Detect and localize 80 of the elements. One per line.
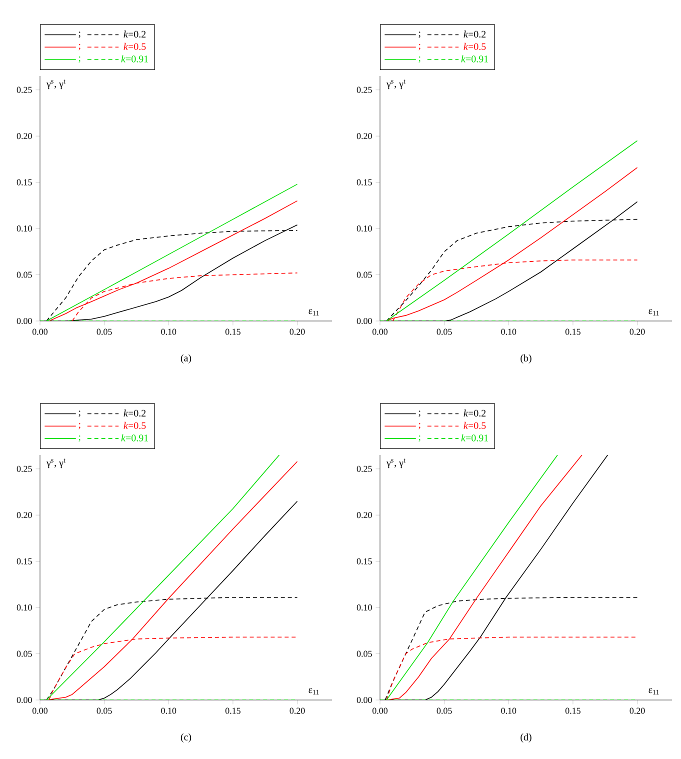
text: (a): [180, 354, 192, 364]
legend-label: k=0.5: [124, 422, 146, 429]
x-tick-label: 0.00: [372, 328, 388, 335]
legend-label: k=0.5: [124, 42, 146, 50]
legend-label: ;: [418, 32, 420, 38]
text: (d): [520, 733, 532, 742]
x-tick-label: 0.10: [161, 328, 176, 335]
x-axis-title: ε$_{11}$: [648, 309, 659, 316]
legend-label: ;: [78, 410, 80, 417]
y-tick-label: 0.10: [356, 225, 372, 232]
y-axis-title: γ$^{s}$, γ$^{t}$: [386, 80, 406, 90]
legend-label: k=0.5: [464, 422, 486, 429]
legend-label: k=0.91: [121, 55, 148, 62]
y-axis-title: γ$^{s}$, γ$^{t}$: [46, 80, 66, 90]
legend-label: k=0.2: [464, 30, 486, 38]
x-tick-label: 0.15: [225, 708, 240, 714]
y-tick-label: 0.15: [16, 179, 32, 186]
legend-label: k=0.2: [124, 30, 146, 38]
x-axis-title: ε$_{11}$: [308, 688, 319, 694]
y-tick-label: 0.05: [16, 272, 32, 278]
y-tick-label: 0.15: [356, 558, 372, 564]
x-axis-title: ε$_{11}$: [648, 688, 659, 694]
y-tick-label: 0.25: [356, 86, 372, 93]
legend-label: ;: [78, 423, 80, 430]
legend-label: k=0.2: [124, 410, 146, 417]
y-tick-label: 0.25: [16, 466, 32, 472]
legend-label: ;: [78, 435, 80, 442]
x-tick-label: 0.05: [96, 708, 112, 714]
legend-label: ;: [418, 410, 420, 417]
legend-label: ;: [418, 44, 420, 50]
y-tick-label: 0.20: [356, 133, 372, 140]
y-axis-title: γ$^{s}$, γ$^{t}$: [46, 458, 66, 468]
x-tick-label: 0.10: [501, 328, 516, 335]
y-tick-label: 0.10: [16, 604, 32, 611]
y-axis-title: γ$^{s}$, γ$^{t}$: [386, 458, 406, 468]
y-tick-label: 0.00: [16, 318, 32, 324]
legend-label: k=0.2: [464, 410, 486, 417]
y-tick-label: 0.00: [16, 696, 32, 704]
x-tick-label: 0.20: [630, 328, 645, 335]
y-tick-label: 0.25: [16, 86, 32, 93]
y-tick-label: 0.15: [16, 558, 32, 564]
y-tick-label: 0.00: [356, 318, 372, 324]
x-tick-label: 0.05: [96, 328, 112, 335]
legend-label: ;: [78, 56, 80, 63]
x-tick-label: 0.15: [565, 708, 580, 714]
y-tick-label: 0.05: [16, 650, 32, 657]
legend-label: k=0.91: [461, 55, 488, 62]
x-tick-label: 0.05: [436, 328, 452, 335]
x-tick-label: 0.10: [161, 708, 176, 714]
y-tick-label: 0.10: [16, 225, 32, 232]
y-tick-label: 0.25: [356, 466, 372, 472]
legend-label: k=0.91: [461, 434, 488, 442]
legend-label: ;: [78, 44, 80, 50]
legend-label: ;: [418, 423, 420, 430]
y-tick-label: 0.20: [356, 512, 372, 518]
x-tick-label: 0.10: [501, 708, 516, 714]
x-axis-title: ε$_{11}$: [308, 309, 319, 316]
x-tick-label: 0.00: [32, 708, 48, 714]
legend-label: k=0.5: [464, 42, 486, 50]
y-tick-label: 0.05: [356, 272, 372, 278]
x-tick-label: 0.00: [372, 708, 388, 714]
x-tick-label: 0.00: [32, 328, 48, 335]
text: (b): [520, 354, 532, 364]
y-tick-label: 0.00: [356, 696, 372, 704]
x-tick-label: 0.20: [290, 328, 305, 335]
legend-label: ;: [78, 32, 80, 38]
x-tick-label: 0.05: [436, 708, 452, 714]
y-tick-label: 0.15: [356, 179, 372, 186]
x-tick-label: 0.15: [565, 328, 580, 335]
x-tick-label: 0.15: [225, 328, 240, 335]
legend-label: ;: [418, 435, 420, 442]
y-tick-label: 0.05: [356, 650, 372, 657]
y-tick-label: 0.20: [16, 133, 32, 140]
legend-label: k=0.91: [121, 434, 148, 442]
x-tick-label: 0.20: [630, 708, 645, 714]
text: (c): [180, 733, 192, 742]
y-tick-label: 0.20: [16, 512, 32, 518]
legend-label: ;: [418, 56, 420, 63]
x-tick-label: 0.20: [290, 708, 305, 714]
y-tick-label: 0.10: [356, 604, 372, 611]
